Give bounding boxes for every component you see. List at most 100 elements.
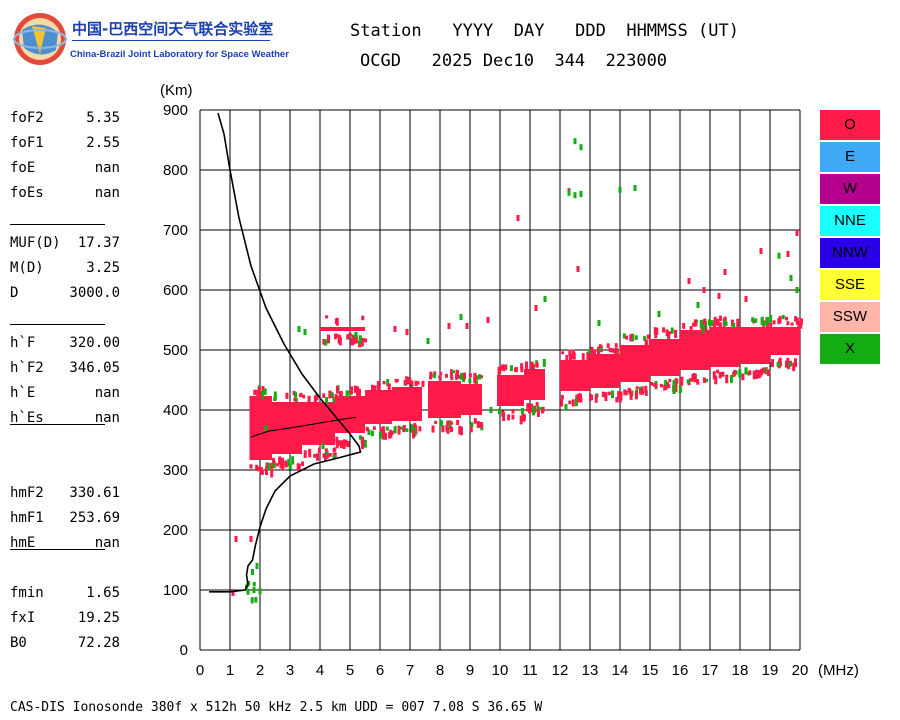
x-echo-point [573, 192, 577, 199]
o-trace-upper-band-fringe [364, 338, 368, 343]
o-trace-band-fringe [402, 424, 406, 430]
legend-entry-w: W [820, 174, 880, 204]
param-row-9: h`E nan [10, 385, 120, 405]
o-trace-band-fringe [372, 426, 376, 430]
o-trace-band-fringe [674, 385, 678, 393]
o-trace-band-fringe [468, 373, 472, 378]
o-trace-band-fringe [456, 420, 460, 426]
o-trace-band-fringe [754, 318, 758, 323]
o-trace-band-fringe [260, 390, 264, 399]
param-value: nan [94, 535, 120, 551]
o-trace-band-fringe [705, 378, 709, 383]
electron-density-profile [209, 112, 362, 593]
param-label: M(D) [10, 260, 44, 276]
o-trace-band-fringe [692, 373, 696, 380]
param-value: 253.69 [69, 510, 120, 526]
o-trace-band-fringe [449, 426, 453, 433]
o-trace-band-fringe [325, 451, 329, 456]
o-trace-band-fringe [376, 381, 380, 388]
o-trace-band-fringe [644, 390, 648, 396]
param-row-2: foE nan [10, 160, 120, 180]
param-row-16: B0 72.28 [10, 635, 120, 655]
o-trace-band-fringe [416, 381, 420, 385]
x-echo-point [567, 189, 571, 196]
o-trace-band [710, 327, 740, 367]
o-trace-band-fringe [665, 329, 669, 337]
o-trace-band-fringe [608, 347, 612, 353]
o-trace-band-fringe [741, 373, 745, 381]
o-echo-point [231, 590, 235, 596]
o-echo-point [702, 287, 706, 293]
o-trace-band-fringe [316, 453, 320, 461]
o-trace-band-fringe [394, 378, 398, 383]
o-trace-band-fringe [568, 349, 572, 356]
o-trace-band-fringe [617, 391, 621, 400]
x-echo-point [321, 443, 325, 449]
legend-entry-ssw: SSW [820, 302, 880, 332]
x-echo-point [264, 425, 268, 431]
o-trace-band-fringe [333, 454, 337, 460]
o-trace-band-fringe [786, 357, 790, 363]
x-echo-point [543, 296, 547, 302]
o-trace-band-fringe [257, 386, 261, 396]
o-trace-band-fringe [507, 414, 511, 421]
x-echo-point [672, 380, 676, 386]
o-trace-band-fringe [718, 322, 722, 330]
o-trace-band-fringe [526, 403, 530, 412]
y-tick-label: 700 [163, 222, 188, 239]
param-label: hmF2 [10, 485, 44, 501]
o-trace-band-fringe [307, 395, 311, 403]
o-trace-band-fringe [696, 379, 700, 385]
o-trace-band-fringe [272, 463, 276, 468]
x-tick-label: 4 [316, 662, 324, 679]
o-trace-upper-band-fringe [326, 334, 330, 344]
o-trace-band-fringe [345, 390, 349, 398]
param-value: 5.35 [86, 110, 120, 126]
echo-points [231, 138, 799, 596]
x-echo-point [579, 191, 583, 197]
o-trace-band-fringe [570, 354, 574, 359]
o-trace-band-fringe [504, 364, 508, 370]
o-trace-band-fringe [693, 319, 697, 326]
o-trace-band-fringe [786, 321, 790, 326]
o-trace-band-fringe [560, 394, 564, 400]
o-trace-upper-band-fringe [350, 337, 354, 346]
param-label: foE [10, 160, 36, 176]
o-trace-band-fringe [315, 394, 319, 401]
param-label: h`E [10, 385, 36, 401]
x-echo-point [579, 144, 583, 151]
header-labels: Station YYYY DAY DDD HHMMSS (UT) [350, 21, 739, 41]
o-trace-band-fringe [335, 436, 339, 444]
x-echo-point [657, 311, 661, 317]
o-trace-band-fringe [385, 426, 389, 431]
y-tick-label: 300 [163, 462, 188, 479]
param-value: 3.25 [86, 260, 120, 276]
o-trace-band-fringe [296, 463, 300, 471]
o-trace-band-fringe [771, 359, 775, 367]
o-trace-band-fringe [458, 425, 462, 435]
param-row-11: hmF2 330.61 [10, 485, 120, 505]
o-trace-band-fringe [270, 469, 274, 478]
o-trace-band-fringe [689, 325, 693, 334]
o-trace-band-fringe [468, 378, 472, 384]
o-trace-band-fringe [438, 376, 442, 381]
y-tick-label: 0 [180, 642, 188, 659]
param-row-10: h`Es nan [10, 410, 120, 430]
x-echo-point [564, 404, 568, 410]
o-trace-band-fringe [370, 384, 374, 393]
o-trace-band-fringe [542, 358, 546, 367]
o-trace-band-fringe [733, 369, 737, 375]
o-echo-point [759, 248, 763, 254]
o-trace-band-fringe [403, 379, 407, 386]
o-trace-band-fringe [640, 386, 644, 392]
o-echo-point [447, 323, 451, 329]
o-trace-band [497, 375, 524, 406]
o-trace-band-fringe [571, 349, 575, 358]
x-echo-point [303, 329, 307, 335]
o-trace-band-fringe [249, 464, 253, 469]
o-trace-band-fringe [520, 366, 524, 373]
o-trace-band-fringe [373, 385, 377, 391]
o-trace-band-fringe [281, 463, 285, 471]
o-trace-band-fringe [511, 414, 515, 420]
o-trace-band-fringe [285, 392, 289, 399]
